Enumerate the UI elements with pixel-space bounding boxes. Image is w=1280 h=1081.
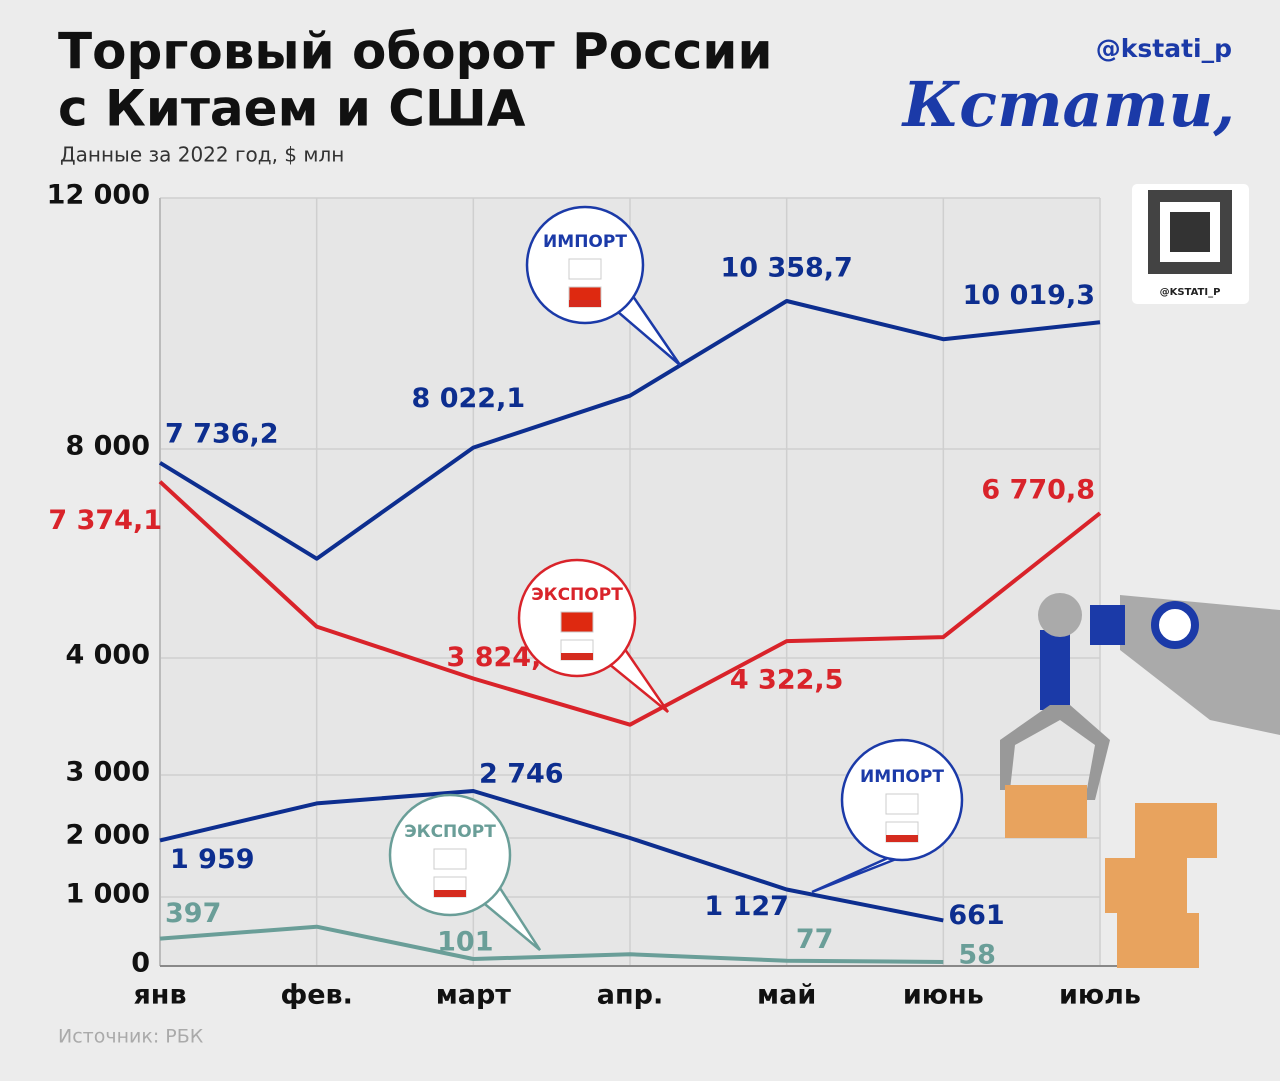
flag (433, 848, 467, 870)
callout-label: ИМПОРТ (860, 767, 944, 787)
flag-band (561, 653, 593, 660)
value-label: 8 022,1 (412, 383, 526, 414)
line (159, 789, 944, 923)
flag-band (434, 890, 466, 897)
x-tick-label: янв (133, 980, 186, 1011)
x-tick-label: фев. (280, 980, 352, 1011)
x-tick-label: апр. (597, 980, 663, 1011)
subtitle: Данные за 2022 год, $ млн (60, 143, 344, 167)
value-label: 1 127 (704, 891, 789, 922)
y-tick-label: 0 (131, 948, 150, 979)
callout: ИМПОРТ (525, 205, 682, 366)
callout-label: ИМПОРТ (543, 232, 627, 252)
value-label: 10 019,3 (963, 280, 1095, 311)
x-tick-label: март (436, 980, 512, 1011)
handle: @kstati_p (1096, 34, 1232, 63)
callout: ЭКСПОРТ (388, 793, 542, 951)
y-tick-label: 4 000 (65, 640, 150, 671)
line (159, 924, 944, 964)
value-label: 1 959 (170, 844, 255, 875)
value-label: 4 322,5 (730, 665, 844, 696)
y-tick-label: 8 000 (65, 431, 150, 462)
flag (885, 793, 919, 815)
y-tick-label: 2 000 (65, 820, 150, 851)
value-label: 77 (796, 924, 834, 955)
robot (1000, 593, 1280, 968)
y-tick-label: 1 000 (65, 879, 150, 910)
value-label: 58 (958, 939, 996, 970)
value-label: 7 374,1 (48, 505, 162, 536)
x-tick-label: июнь (903, 980, 984, 1011)
callout-label: ЭКСПОРТ (531, 585, 623, 605)
x-tick-label: май (757, 980, 816, 1011)
line (158, 480, 1102, 727)
x-tick-label: июль (1059, 980, 1141, 1011)
qr: @KSTATI_P (1132, 184, 1249, 304)
logo: Кстати, (901, 68, 1235, 141)
line (158, 299, 1101, 561)
callout: ИМПОРТ (811, 738, 964, 894)
value-label: 7 736,2 (165, 418, 279, 449)
callout-label: ЭКСПОРТ (404, 822, 496, 842)
value-label: 10 358,7 (720, 252, 852, 283)
value-label: 2 746 (479, 759, 564, 790)
flag (560, 611, 594, 633)
source: Источник: РБК (58, 1026, 204, 1048)
title: с Китаем и США (58, 80, 526, 138)
value-label: 397 (165, 898, 221, 929)
flag-band (569, 300, 601, 307)
callout: ЭКСПОРТ (517, 558, 670, 713)
qr-caption: @KSTATI_P (1160, 287, 1221, 298)
value-label: 661 (948, 900, 1004, 931)
y-tick-label: 12 000 (47, 180, 150, 211)
value-label: 6 770,8 (981, 475, 1095, 506)
title: Торговый оборот России (58, 23, 773, 81)
flag-band (886, 835, 918, 842)
value-label: 101 (437, 927, 493, 958)
y-tick-label: 3 000 (65, 757, 150, 788)
flag (568, 258, 602, 280)
